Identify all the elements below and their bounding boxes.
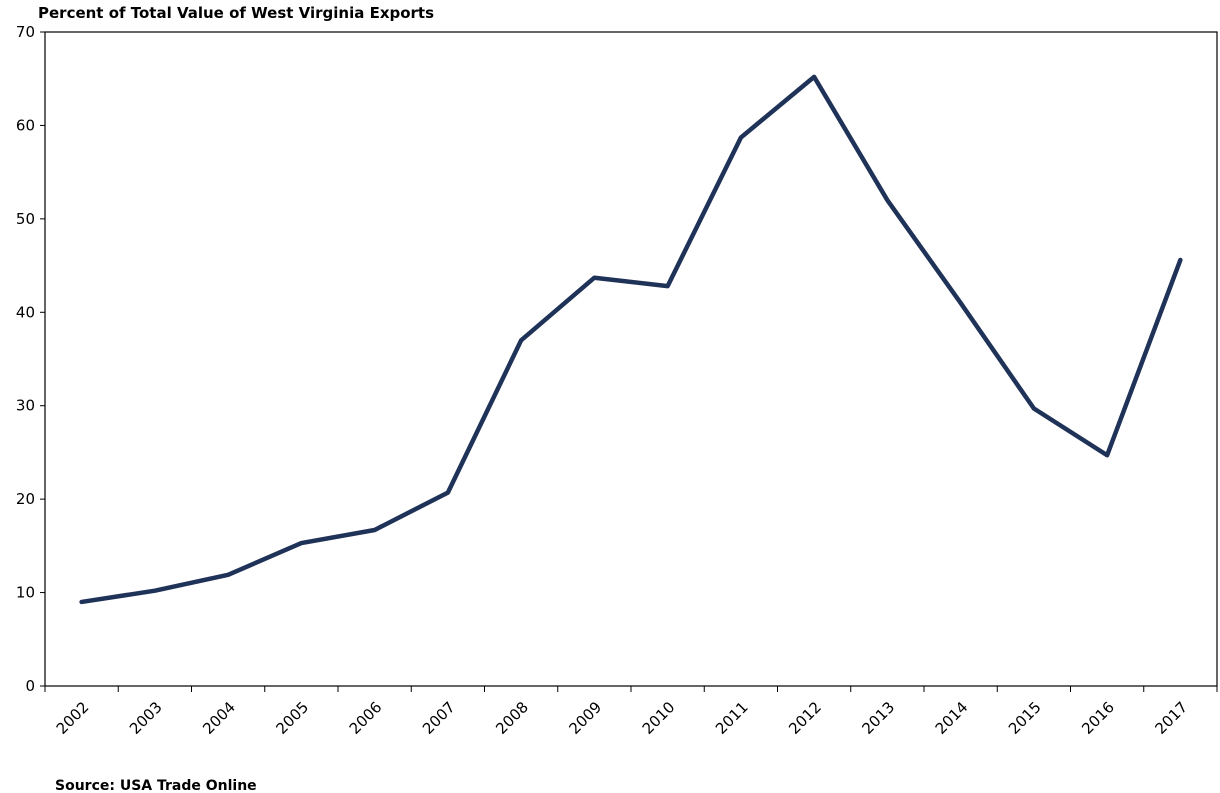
y-tick-label: 20	[16, 490, 35, 508]
y-tick-label: 0	[25, 677, 35, 695]
x-tick-label: 2006	[346, 698, 386, 738]
y-tick-label: 60	[16, 116, 35, 134]
x-tick-label: 2011	[712, 698, 752, 738]
data-line	[79, 74, 1183, 605]
x-tick-label: 2008	[492, 698, 532, 738]
x-tick-label: 2003	[126, 698, 166, 738]
plot-frame	[44, 31, 1218, 687]
x-tick-label: 2012	[785, 698, 825, 738]
x-tick-label: 2014	[932, 698, 972, 738]
y-tick-label: 10	[16, 584, 35, 602]
x-tick-label: 2002	[53, 698, 93, 738]
x-tick-label: 2009	[565, 698, 605, 738]
x-tick-label: 2010	[639, 698, 679, 738]
chart-title: Percent of Total Value of West Virginia …	[38, 4, 434, 22]
x-tick-label: 2013	[858, 698, 898, 738]
x-tick-label: 2017	[1151, 698, 1191, 738]
x-tick-label: 2016	[1078, 698, 1118, 738]
x-tick-label: 2007	[419, 698, 459, 738]
x-tick-label: 2005	[272, 698, 312, 738]
y-tick-label: 70	[16, 23, 35, 41]
x-tick-label: 2004	[199, 698, 239, 738]
y-tick-label: 50	[16, 210, 35, 228]
source-note: Source: USA Trade Online	[55, 778, 257, 793]
x-tick-label: 2015	[1005, 698, 1045, 738]
y-tick-label: 30	[16, 397, 35, 415]
y-tick-label: 40	[16, 303, 35, 321]
